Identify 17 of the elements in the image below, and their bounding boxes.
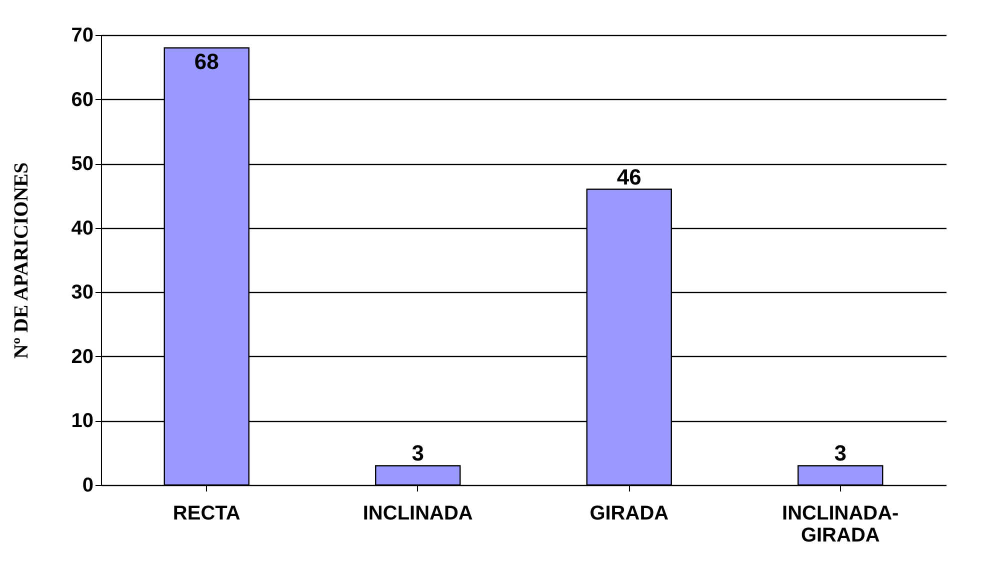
data-label: 3: [412, 440, 424, 466]
y-tick-label: 70: [71, 24, 94, 46]
y-tick-label: 20: [71, 346, 94, 368]
y-tick-label: 0: [82, 474, 94, 496]
y-axis-title: Nº DE APARICIONES: [10, 162, 32, 359]
data-label: 68: [194, 48, 219, 74]
y-tick-label: 10: [71, 410, 94, 432]
y-tick-label: 60: [71, 88, 94, 111]
data-label: 46: [616, 164, 642, 190]
x-tick-label: GIRADA: [590, 502, 669, 524]
data-label: 3: [834, 440, 846, 466]
x-tick-label: RECTA: [172, 502, 240, 524]
y-tick-label: 50: [71, 153, 94, 176]
y-tick-label: 40: [71, 217, 94, 240]
x-tick-label: INCLINADA-GIRADA: [782, 502, 899, 546]
x-tick-label: INCLINADA: [362, 502, 473, 524]
y-tick-label: 30: [71, 282, 94, 304]
